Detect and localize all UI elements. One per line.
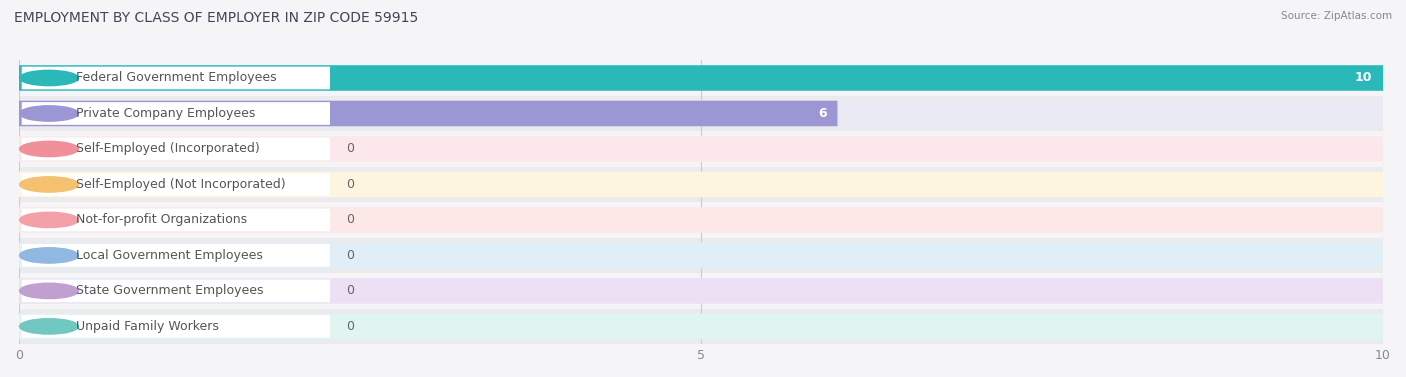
FancyBboxPatch shape bbox=[21, 208, 330, 231]
Bar bbox=[20, 167, 1384, 202]
Circle shape bbox=[20, 106, 79, 121]
Text: 0: 0 bbox=[346, 284, 354, 297]
Text: EMPLOYMENT BY CLASS OF EMPLOYER IN ZIP CODE 59915: EMPLOYMENT BY CLASS OF EMPLOYER IN ZIP C… bbox=[14, 11, 419, 25]
Bar bbox=[20, 202, 1384, 238]
Bar bbox=[20, 131, 1384, 167]
Text: 6: 6 bbox=[818, 107, 827, 120]
Text: Self-Employed (Not Incorporated): Self-Employed (Not Incorporated) bbox=[76, 178, 285, 191]
Bar bbox=[20, 60, 1384, 96]
Circle shape bbox=[20, 319, 79, 334]
Circle shape bbox=[20, 141, 79, 156]
FancyBboxPatch shape bbox=[21, 244, 330, 267]
Text: Private Company Employees: Private Company Employees bbox=[76, 107, 256, 120]
Text: 0: 0 bbox=[346, 143, 354, 155]
FancyBboxPatch shape bbox=[21, 102, 330, 125]
Text: Unpaid Family Workers: Unpaid Family Workers bbox=[76, 320, 219, 333]
Text: 10: 10 bbox=[1354, 72, 1372, 84]
FancyBboxPatch shape bbox=[20, 278, 1384, 304]
FancyBboxPatch shape bbox=[21, 138, 330, 160]
Text: Not-for-profit Organizations: Not-for-profit Organizations bbox=[76, 213, 247, 227]
Text: Source: ZipAtlas.com: Source: ZipAtlas.com bbox=[1281, 11, 1392, 21]
Text: Federal Government Employees: Federal Government Employees bbox=[76, 72, 277, 84]
Text: 0: 0 bbox=[346, 320, 354, 333]
Bar bbox=[20, 238, 1384, 273]
Bar bbox=[20, 273, 1384, 309]
FancyBboxPatch shape bbox=[20, 243, 1384, 268]
Text: Local Government Employees: Local Government Employees bbox=[76, 249, 263, 262]
Text: 0: 0 bbox=[346, 178, 354, 191]
FancyBboxPatch shape bbox=[20, 65, 1384, 91]
FancyBboxPatch shape bbox=[20, 207, 1384, 233]
Text: Self-Employed (Incorporated): Self-Employed (Incorporated) bbox=[76, 143, 260, 155]
FancyBboxPatch shape bbox=[21, 315, 330, 338]
FancyBboxPatch shape bbox=[20, 136, 1384, 162]
Text: 0: 0 bbox=[346, 213, 354, 227]
FancyBboxPatch shape bbox=[20, 101, 838, 126]
Circle shape bbox=[20, 283, 79, 299]
Bar bbox=[20, 309, 1384, 344]
FancyBboxPatch shape bbox=[20, 172, 1384, 197]
Circle shape bbox=[20, 212, 79, 228]
Text: 0: 0 bbox=[346, 249, 354, 262]
FancyBboxPatch shape bbox=[21, 67, 330, 89]
Circle shape bbox=[20, 177, 79, 192]
FancyBboxPatch shape bbox=[20, 314, 1384, 339]
Circle shape bbox=[20, 70, 79, 86]
FancyBboxPatch shape bbox=[20, 65, 1384, 91]
FancyBboxPatch shape bbox=[20, 101, 1384, 126]
Text: State Government Employees: State Government Employees bbox=[76, 284, 264, 297]
FancyBboxPatch shape bbox=[21, 280, 330, 302]
FancyBboxPatch shape bbox=[21, 173, 330, 196]
Bar bbox=[20, 96, 1384, 131]
Circle shape bbox=[20, 248, 79, 263]
